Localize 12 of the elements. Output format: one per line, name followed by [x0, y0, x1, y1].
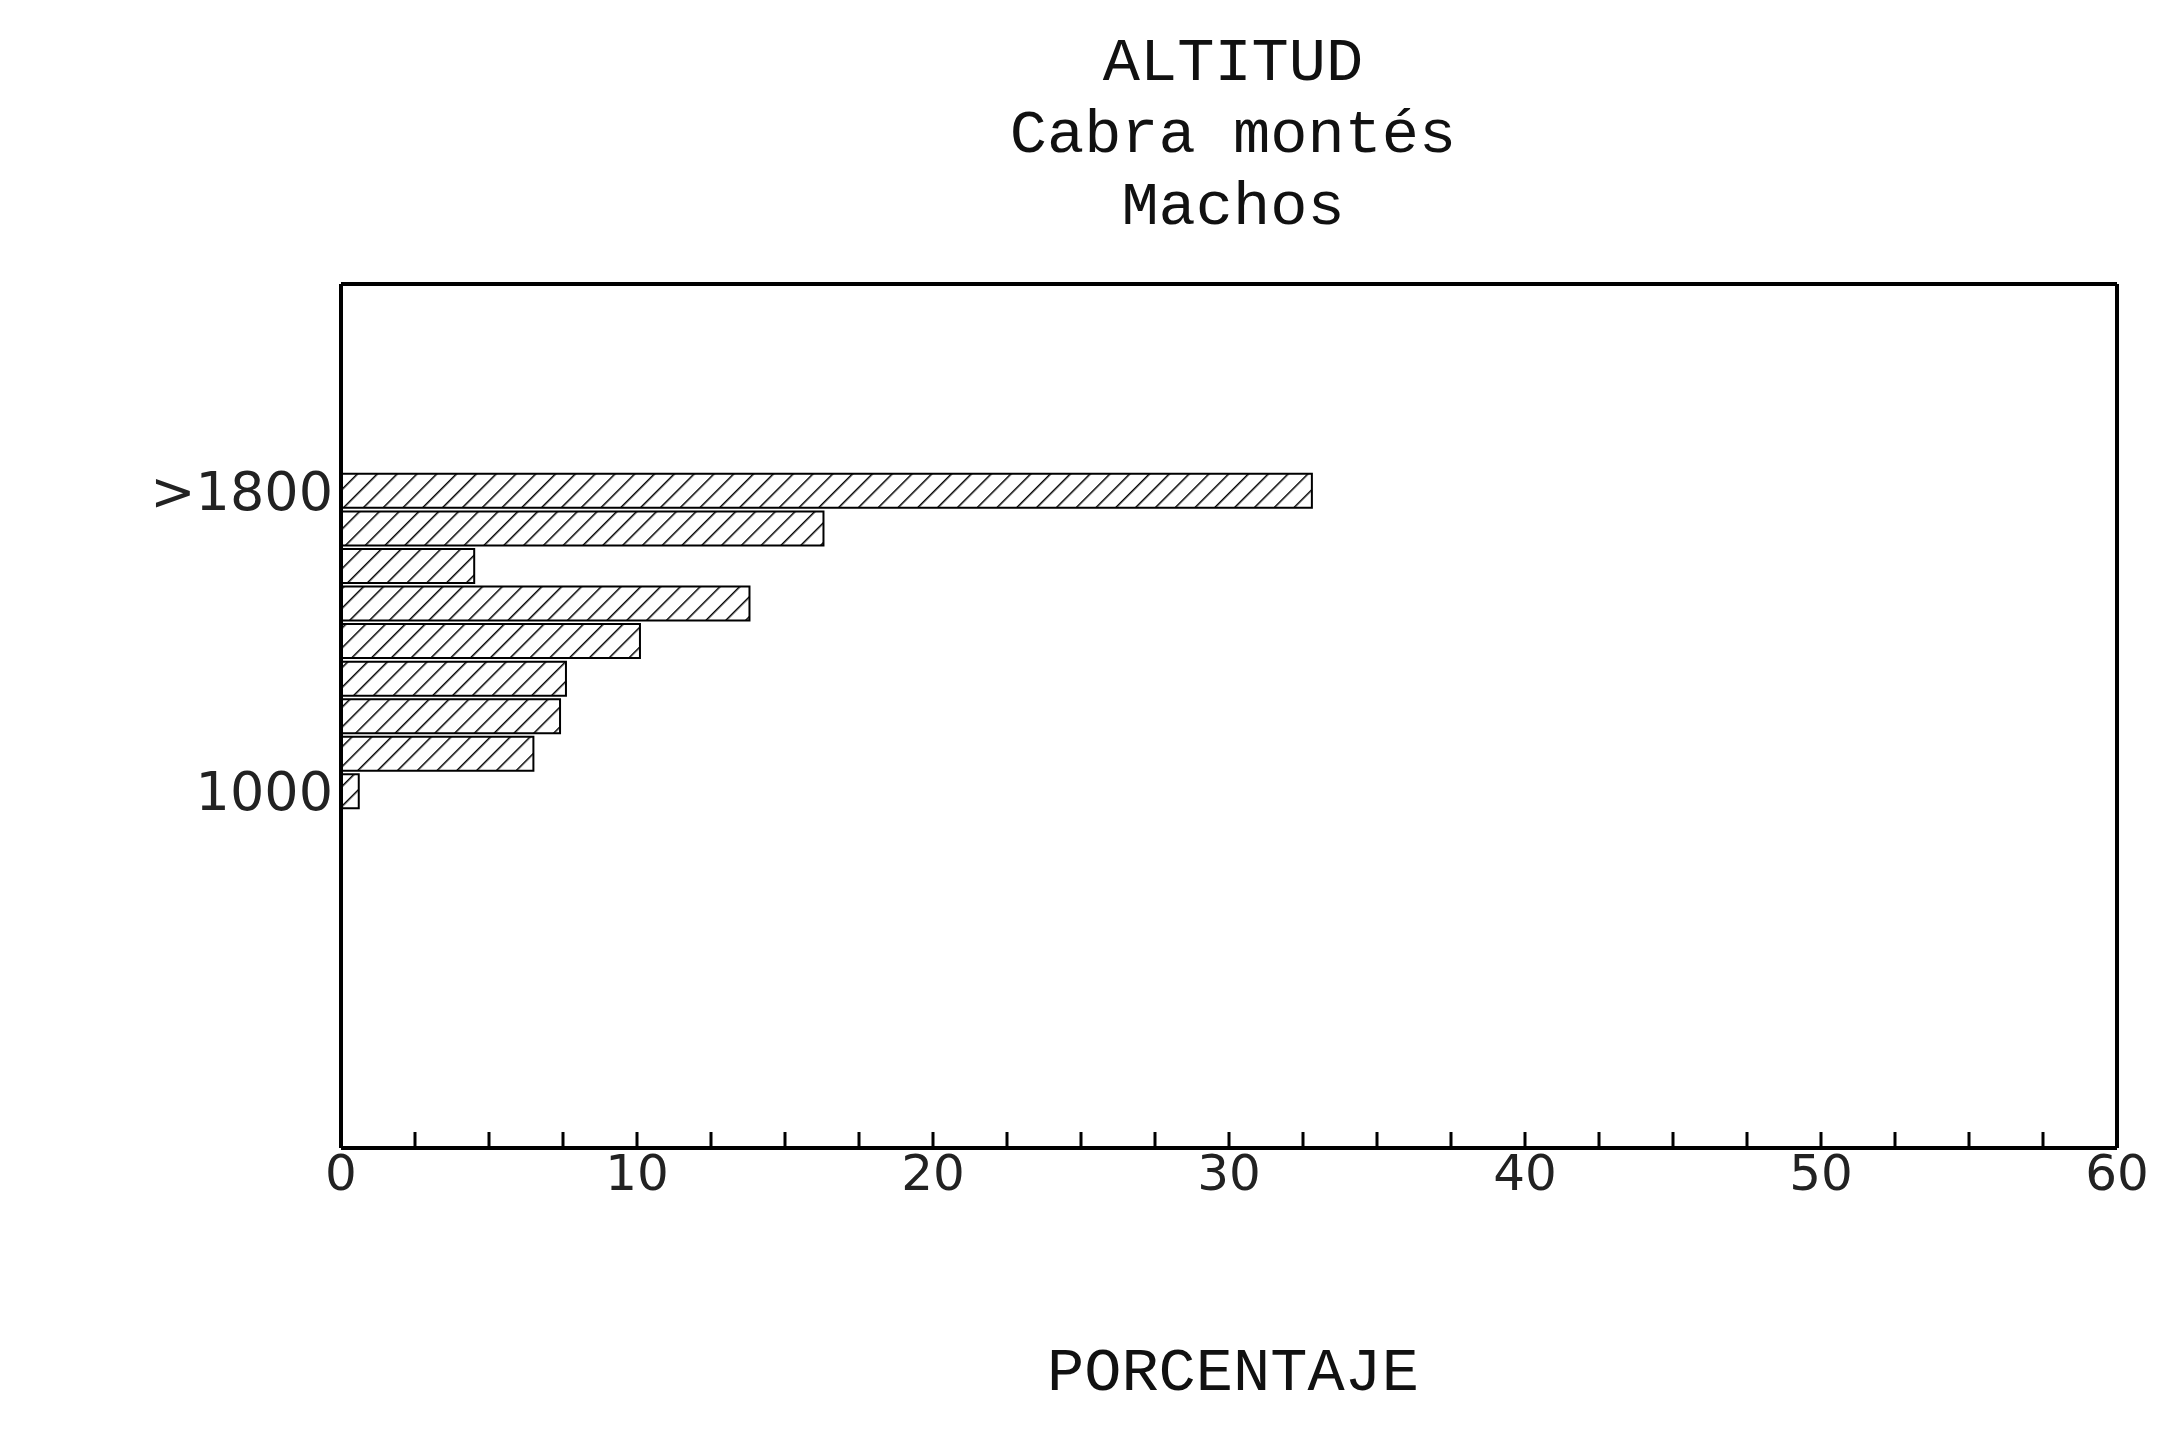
x-tick-label: 20 — [901, 1143, 965, 1202]
x-axis-title: PORCENTAJE — [1045, 1338, 1421, 1409]
x-tick-label: 50 — [1789, 1143, 1853, 1202]
y-tick-label: >1800 — [150, 459, 333, 523]
x-tick-label: 0 — [325, 1143, 357, 1202]
chart-subtitle: Cabra montés Machos — [1008, 100, 1458, 244]
y-tick-label: 1000 — [195, 760, 333, 824]
x-tick-label: 60 — [2085, 1143, 2149, 1202]
x-tick-label: 30 — [1197, 1143, 1261, 1202]
x-tick-label: 10 — [605, 1143, 669, 1202]
chart-title: ALTITUD — [1101, 28, 1365, 100]
x-tick-label: 40 — [1493, 1143, 1557, 1202]
